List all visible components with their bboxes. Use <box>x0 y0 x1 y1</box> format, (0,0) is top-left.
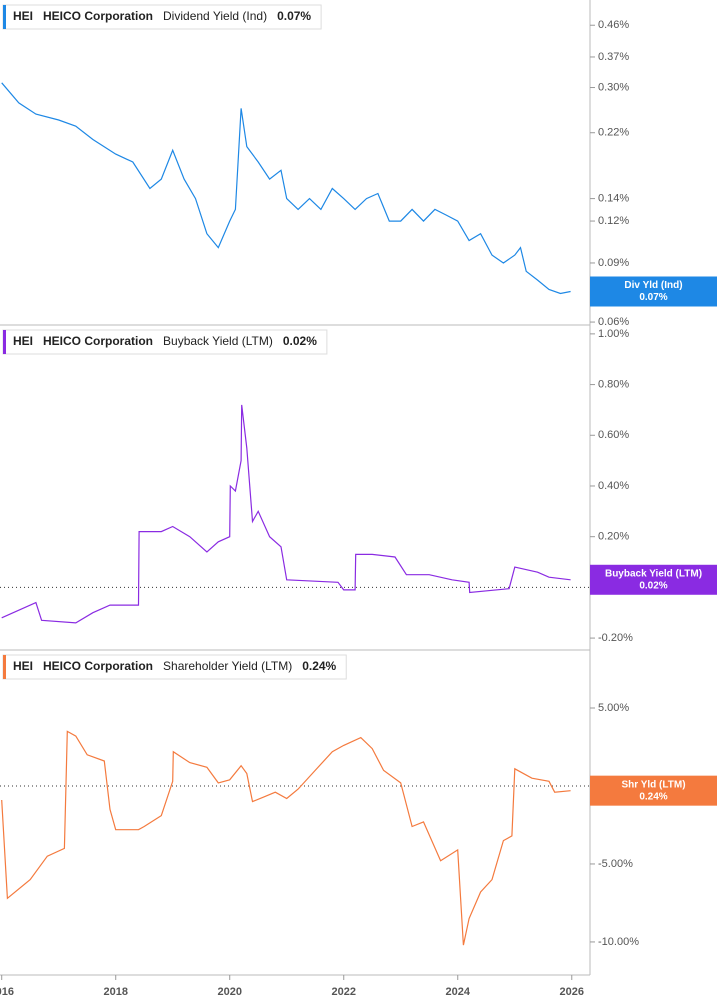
y-tick-label: 0.60% <box>598 429 629 441</box>
y-tick-label: 0.20% <box>598 531 629 543</box>
y-tick-label: 0.80% <box>598 378 629 390</box>
x-tick-label: 2020 <box>217 986 241 998</box>
y-tick-label: 0.14% <box>598 192 629 204</box>
legend: HEI HEICO Corporation Dividend Yield (Ind)… <box>2 4 322 30</box>
series-line <box>1 404 571 624</box>
legend-value: 0.24% <box>302 659 336 673</box>
y-tick-label: 0.06% <box>598 316 629 328</box>
y-tick-label: 0.40% <box>598 480 629 492</box>
value-tag <box>590 564 717 595</box>
legend: HEI HEICO Corporation Shareholder Yield (L… <box>2 654 347 680</box>
legend-ticker: HEI <box>13 334 33 348</box>
legend-company: HEICO Corporation <box>43 334 153 348</box>
y-tick-label: 0.12% <box>598 215 629 227</box>
x-tick-label: 2022 <box>331 986 355 998</box>
legend-swatch <box>3 655 6 679</box>
value-tag-name: Shr Yld (LTM) <box>621 779 685 790</box>
legend-ticker: HEI <box>13 659 33 673</box>
y-tick-label: -10.00% <box>598 936 639 948</box>
y-tick-label: 0.46% <box>598 19 629 31</box>
legend-ticker: HEI <box>13 9 33 23</box>
legend-box <box>2 4 322 30</box>
y-tick-label: 1.00% <box>598 328 629 340</box>
y-tick-label: 0.09% <box>598 257 629 269</box>
legend-company: HEICO Corporation <box>43 659 153 673</box>
legend-value: 0.02% <box>283 334 317 348</box>
y-tick-label: -0.20% <box>598 632 633 644</box>
y-tick-label: 0.37% <box>598 51 629 63</box>
value-tag-value: 0.07% <box>639 292 667 303</box>
y-tick-label: 0.30% <box>598 81 629 93</box>
legend-swatch <box>3 330 6 354</box>
legend: HEI HEICO Corporation Buyback Yield (LTM) 0… <box>2 329 328 355</box>
legend-box <box>2 654 347 680</box>
x-tick-label: 2016 <box>0 986 14 998</box>
legend-series-name: Shareholder Yield (LTM) <box>163 659 292 673</box>
legend-swatch <box>3 5 6 29</box>
y-tick-label: 0.22% <box>598 127 629 139</box>
legend-series-name: Buyback Yield (LTM) <box>163 334 273 348</box>
series-line <box>1 82 571 295</box>
x-tick-label: 2018 <box>103 986 127 998</box>
series-line <box>1 730 571 946</box>
value-tag-value: 0.02% <box>639 580 667 591</box>
value-tag-name: Buyback Yield (LTM) <box>605 568 702 579</box>
y-tick-label: -5.00% <box>598 858 633 870</box>
x-tick-label: 2024 <box>446 986 471 998</box>
value-tag <box>590 276 717 307</box>
value-tag-value: 0.24% <box>639 791 667 802</box>
y-tick-label: 5.00% <box>598 702 629 714</box>
x-tick-label: 2026 <box>560 986 584 998</box>
value-tag <box>590 775 717 806</box>
legend-company: HEICO Corporation <box>43 9 153 23</box>
legend-value: 0.07% <box>277 9 311 23</box>
legend-series-name: Dividend Yield (Ind) <box>163 9 267 23</box>
value-tag-name: Div Yld (Ind) <box>624 280 682 291</box>
